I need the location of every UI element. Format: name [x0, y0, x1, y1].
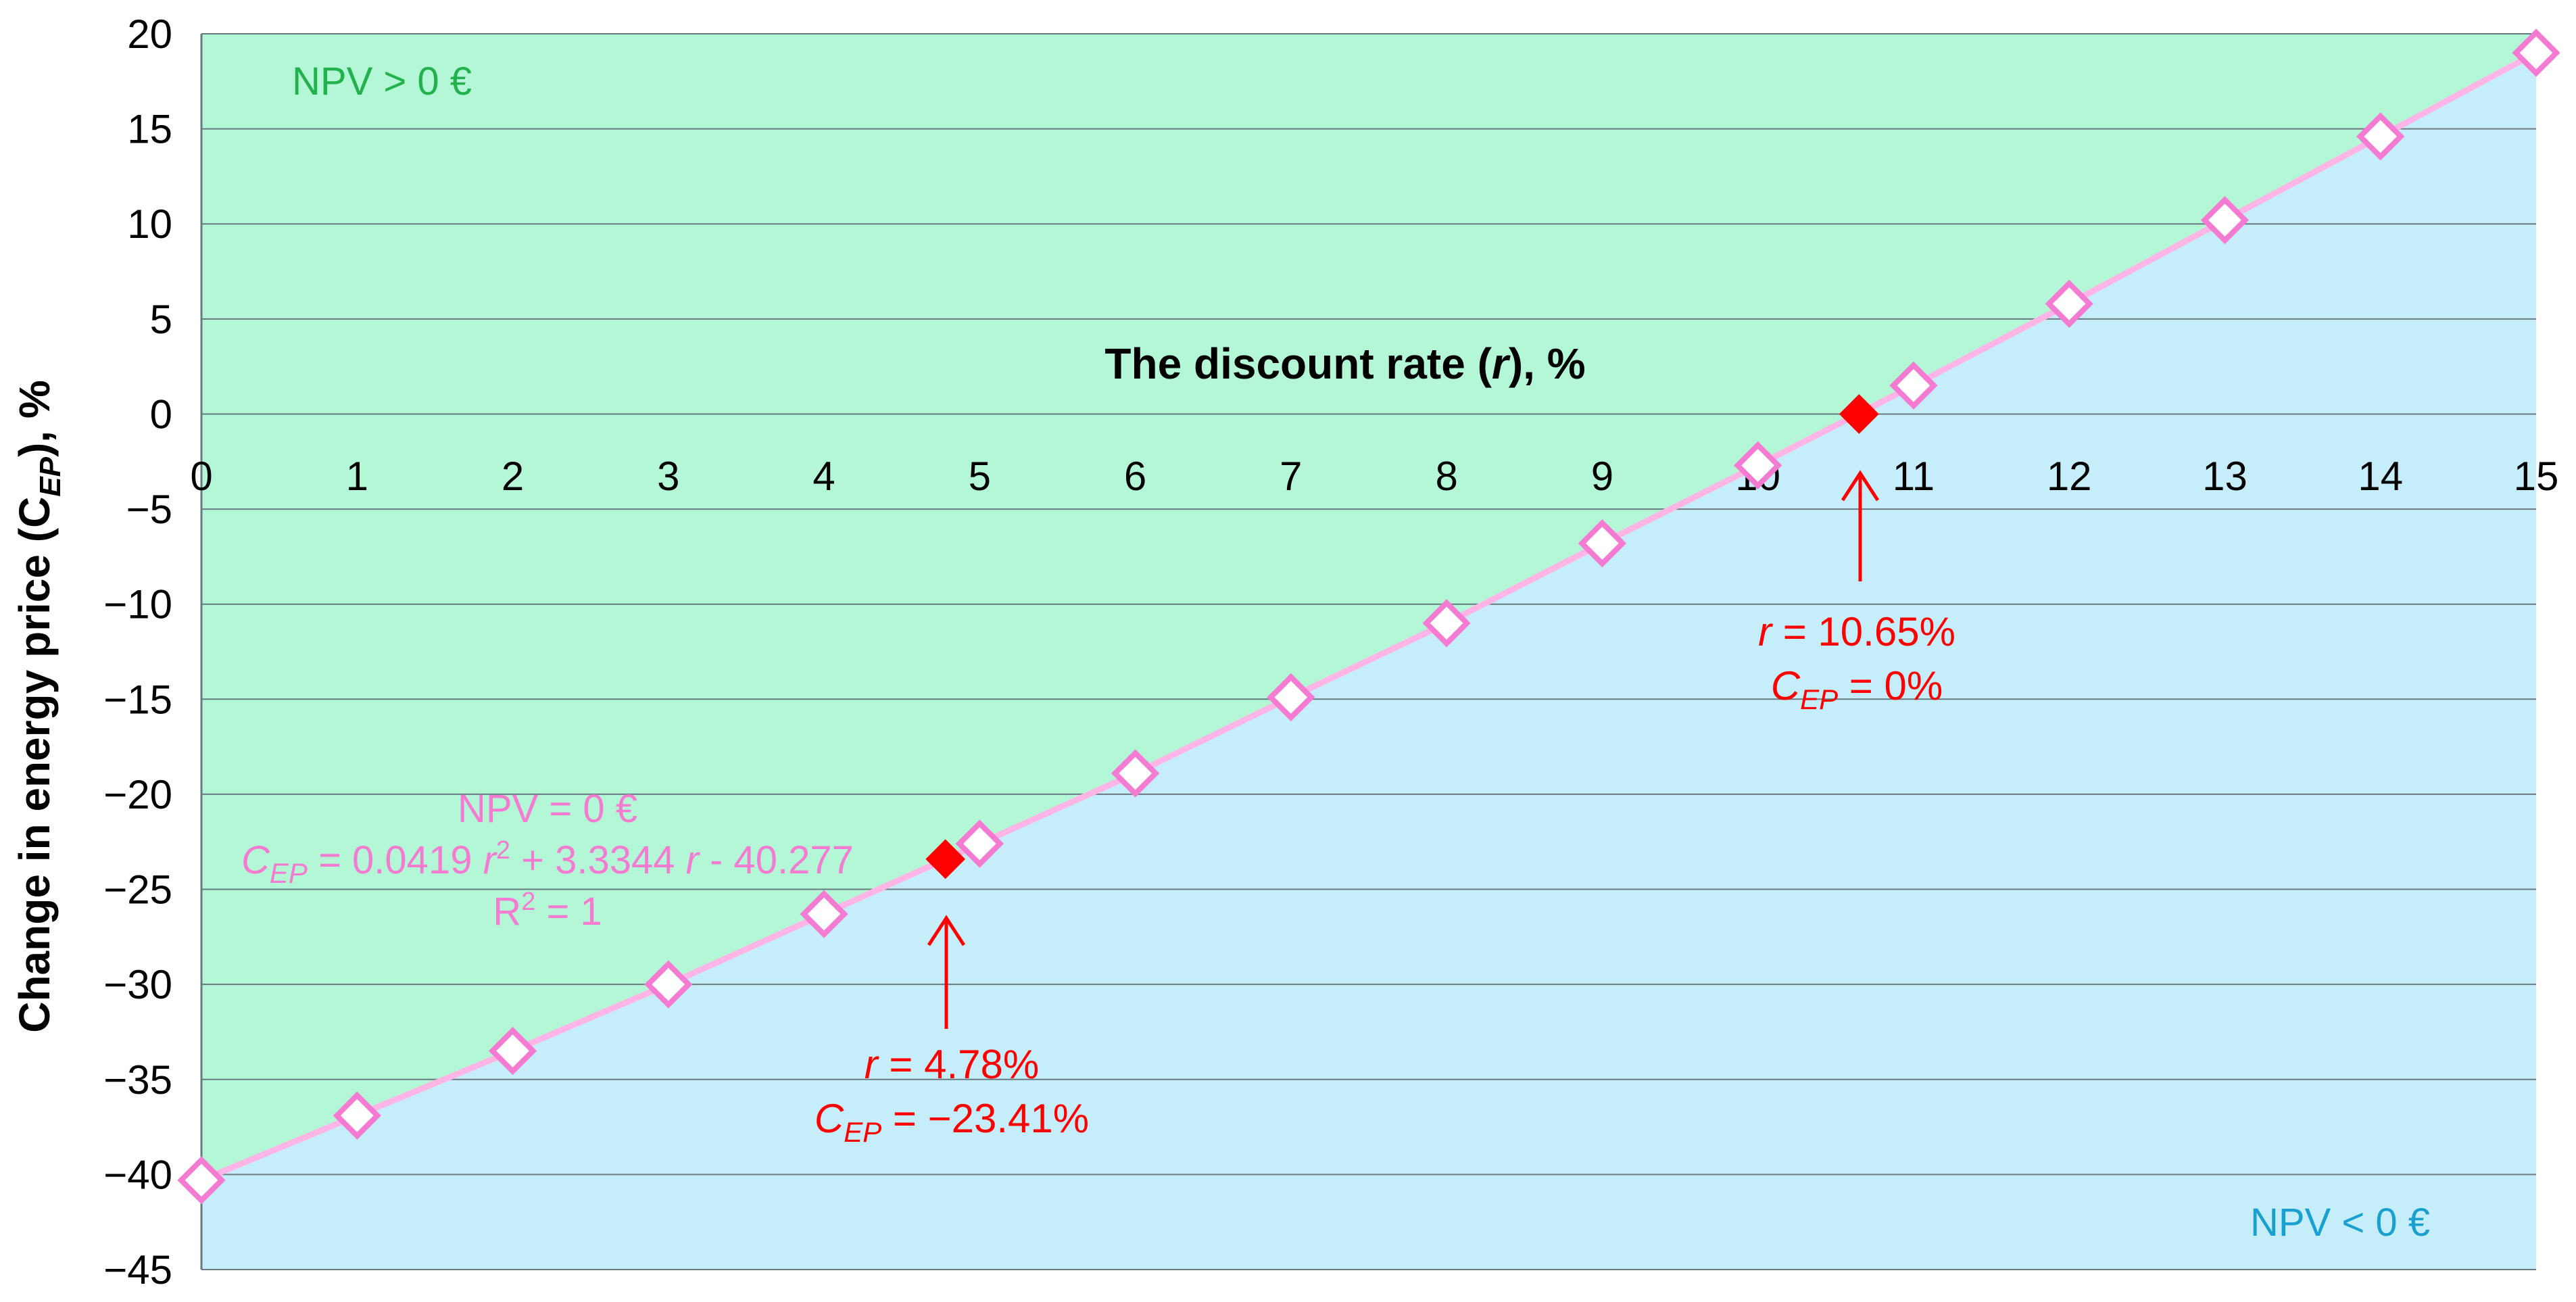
y-tick-label: 5 [150, 297, 172, 342]
x-axis-title: The discount rate (r), % [1104, 339, 1585, 388]
data-point [177, 1156, 226, 1205]
x-tick-label: 13 [2202, 454, 2247, 499]
npv-negative-label: NPV < 0 € [2250, 1201, 2430, 1245]
data-point [1734, 441, 1782, 490]
y-tick-label: −25 [103, 867, 172, 913]
x-tick-label: 12 [2047, 454, 2092, 499]
npv-positive-region [201, 34, 2536, 1180]
data-point [1578, 519, 1627, 568]
y-tick-label: −10 [103, 582, 172, 627]
equation-line-3: R2 = 1 [493, 888, 602, 934]
series-markers [177, 28, 2560, 1205]
y-tick-label: 15 [127, 107, 172, 152]
y-tick-label: 10 [127, 201, 172, 247]
annotation-arrow-2 [1841, 470, 1880, 581]
y-tick-label: −45 [103, 1247, 172, 1293]
data-point [1422, 599, 1471, 648]
series-line [200, 50, 2538, 1183]
y-axis-ticks: 20 15 10 5 0 −5 −10 −15 −20 −25 −30 −35 −40 −45 [103, 11, 172, 1293]
y-tick-label: −40 [103, 1152, 172, 1197]
y-tick-label: 0 [150, 391, 172, 437]
x-tick-label: 5 [969, 454, 991, 499]
annotation-1-cep: CEP = −23.41% [815, 1096, 1089, 1148]
y-tick-label: −35 [103, 1057, 172, 1103]
annotation-point-2: r = 10.65% CEP = 0% [1758, 609, 1955, 715]
y-tick-label: −20 [103, 772, 172, 817]
data-point [1111, 749, 1160, 798]
y-tick-label: −5 [126, 487, 172, 532]
annotation-2-r: r = 10.65% [1758, 609, 1955, 654]
equation-line-2: CEP = 0.0419 r2 + 3.3344 r - 40.277 [241, 836, 854, 889]
data-point [955, 819, 1004, 868]
x-tick-label: 15 [2514, 454, 2559, 499]
highlight-points [925, 394, 1879, 879]
x-tick-label: 1 [346, 454, 368, 499]
gridlines [200, 33, 2536, 1270]
x-tick-label: 3 [657, 454, 679, 499]
x-tick-label: 6 [1124, 454, 1146, 499]
data-point [2200, 195, 2250, 245]
data-point [2512, 28, 2560, 77]
annotation-1-r: r = 4.78% [865, 1042, 1040, 1087]
highlight-point [925, 839, 966, 879]
y-tick-label: −30 [103, 962, 172, 1007]
y-tick-label: 20 [127, 11, 172, 57]
data-point [333, 1091, 381, 1140]
data-point [2356, 112, 2405, 161]
data-point [800, 890, 848, 938]
x-tick-label: 9 [1591, 454, 1613, 499]
data-point [488, 1026, 537, 1076]
trendline-equation: NPV = 0 € CEP = 0.0419 r2 + 3.3344 r - 4… [241, 787, 854, 934]
data-point [2045, 279, 2093, 329]
y-tick-label: −15 [103, 677, 172, 722]
annotation-arrow-1 [927, 915, 966, 1029]
x-tick-label: 7 [1280, 454, 1302, 499]
annotation-2-cep: CEP = 0% [1771, 663, 1943, 715]
x-axis-ticks: 0123456789101112131415 [190, 454, 2558, 499]
npv-positive-label: NPV > 0 € [292, 59, 472, 103]
x-tick-label: 0 [190, 454, 212, 499]
x-tick-label: 8 [1435, 454, 1457, 499]
y-axis-title: Change in energy price (CEP), % [10, 380, 67, 1033]
highlight-point [1839, 394, 1879, 434]
x-tick-label: 14 [2358, 454, 2403, 499]
data-point [644, 960, 693, 1009]
x-tick-label: 11 [1893, 454, 1935, 499]
x-tick-label: 2 [502, 454, 524, 499]
data-point [1889, 361, 1938, 410]
annotation-point-1: r = 4.78% CEP = −23.41% [815, 1042, 1089, 1148]
data-point [1267, 673, 1315, 722]
x-tick-label: 4 [812, 454, 835, 499]
equation-line-1: NPV = 0 € [458, 787, 637, 831]
